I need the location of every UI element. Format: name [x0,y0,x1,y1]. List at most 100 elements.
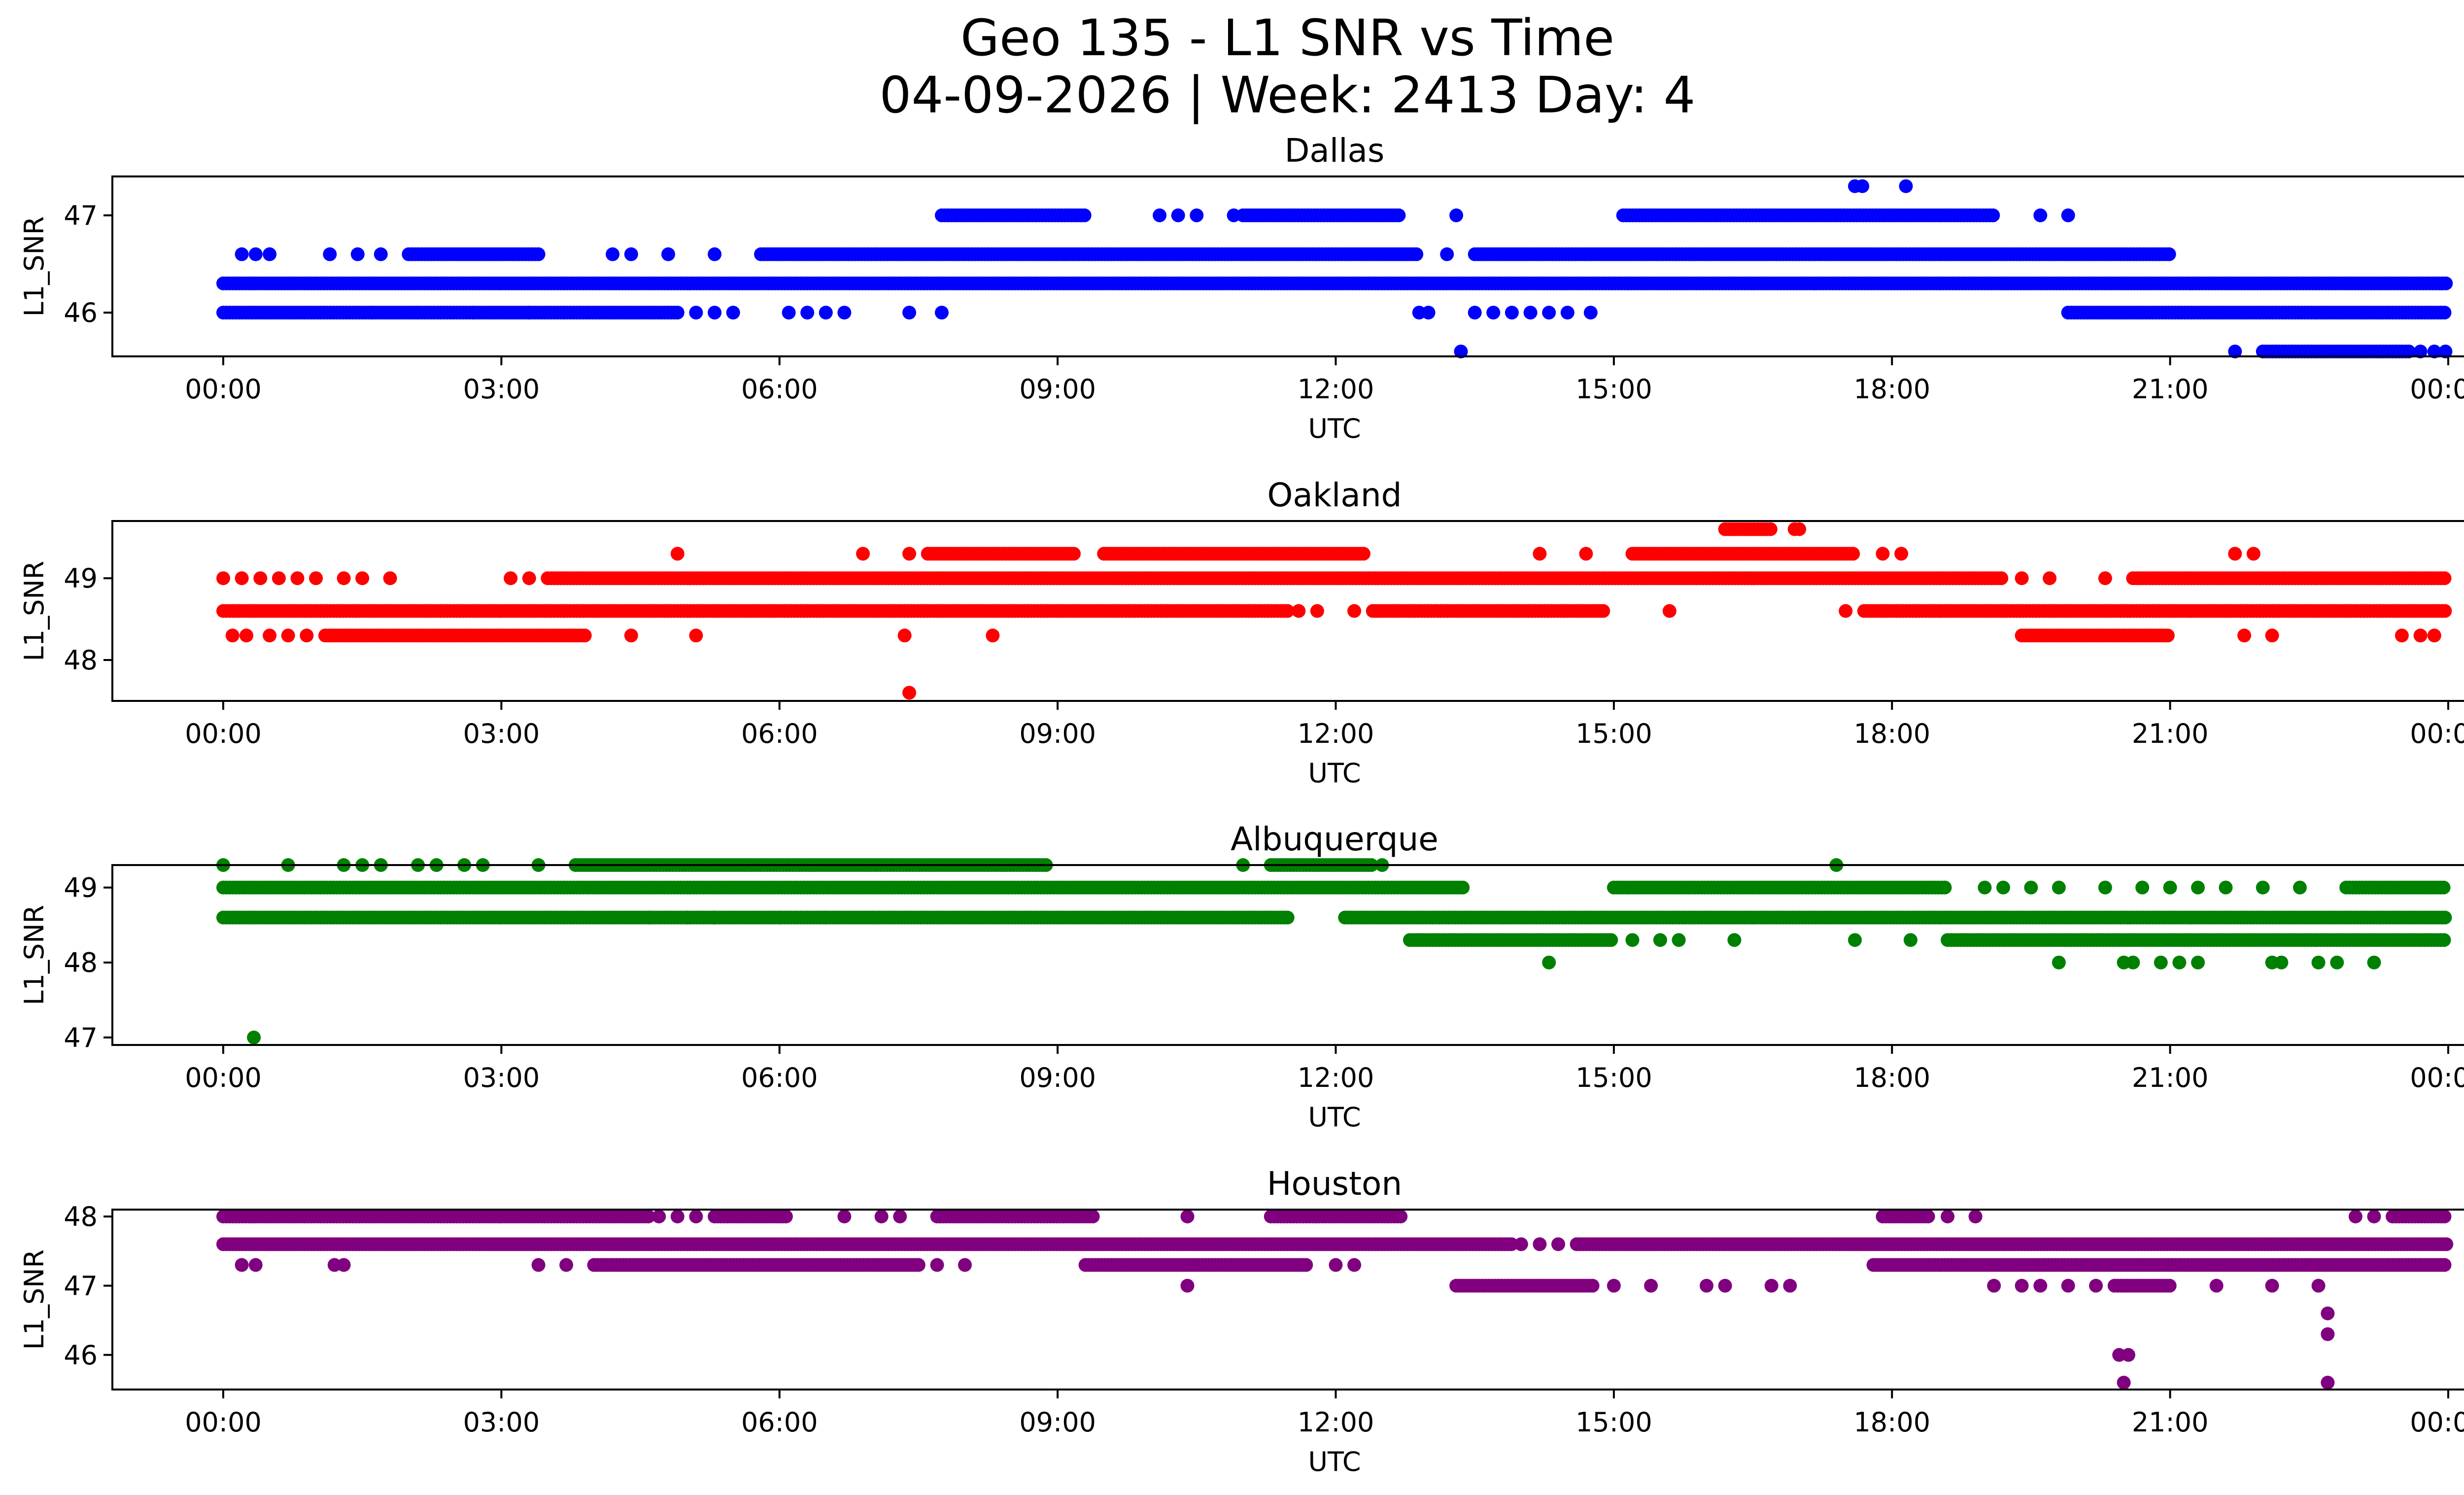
oakland-data-point [2237,628,2252,643]
dallas-data-point [365,306,378,320]
houston-title: Houston [1267,1165,1402,1203]
dallas-data-point [1468,306,1482,320]
dallas-data-point [323,247,337,261]
dallas-x-tick-label: 03:00 [463,374,540,405]
oakland-data-point [902,686,917,700]
oakland-data-point [1347,604,1362,618]
oakland-x-tick-label: 12:00 [1298,718,1374,749]
dallas-data-point [726,306,740,320]
albuquerque-data-point [1978,880,1992,895]
dallas-data-point [2439,277,2453,290]
dallas-y-tick-label: 46 [64,297,98,328]
oakland-data-point [1310,604,1324,618]
dallas-data-point [1190,208,1204,222]
oakland-x-tick-label: 00:00 [185,718,262,749]
oakland-data-point [1579,547,1593,561]
oakland-data-point [1067,547,1081,561]
oakland-x-tick-label: 09:00 [1019,718,1096,749]
dallas-x-tick-label: 15:00 [1575,374,1652,405]
albuquerque-x-tick-label: 06:00 [741,1062,818,1093]
dallas-data-point [1560,306,1574,320]
oakland-data-point [986,628,1000,643]
dallas-data-point [2162,247,2176,261]
oakland-data-point [856,547,870,561]
oakland-data-point [504,571,518,586]
dallas-data-point [2228,345,2242,359]
albuquerque-data-point [1938,880,1952,895]
dallas-data-point [837,306,852,320]
albuquerque-data-point [1280,910,1295,925]
albuquerque-x-tick-label: 21:00 [2132,1062,2209,1093]
oakland-data-point [1533,547,1547,561]
houston-points [216,1210,2454,1390]
dallas-x-tick-label: 18:00 [1853,374,1930,405]
oakland-data-point [670,547,684,561]
dallas-data-point [411,306,425,320]
dallas-data-point [1986,208,2000,222]
albuquerque-x-tick-label: 09:00 [1019,1062,1096,1093]
dallas-data-point [522,306,536,320]
dallas-x-tick-label: 09:00 [1019,374,1096,405]
oakland-y-axis-label: L1_SNR [19,561,50,661]
oakland-title: Oakland [1267,476,1402,514]
oakland-data-point [1596,604,1610,618]
albuquerque-data-point [2438,910,2452,925]
dallas-data-point [248,247,263,261]
dallas-data-point [531,247,546,261]
dallas-data-point [689,306,703,320]
dallas-x-tick-label: 21:00 [2132,374,2209,405]
albuquerque-x-tick-label: 03:00 [463,1062,540,1093]
dallas-data-point [819,306,833,320]
albuquerque-data-point [1604,933,1618,947]
oakland-data-point [624,628,638,643]
dallas-data-point [1486,306,1501,320]
dallas-x-tick-label: 00:00 [185,374,262,405]
oakland-data-point [1356,547,1370,561]
dallas-data-point [708,306,722,320]
albuquerque-data-point [247,1030,261,1044]
albuquerque-data-point [643,910,657,925]
dallas-x-tick-label: 00:00 [2410,374,2464,405]
oakland-data-point [2015,571,2029,586]
oakland-data-point [1994,571,2009,586]
dallas-data-point [2402,345,2416,359]
albuquerque-y-axis-label: L1_SNR [19,905,50,1006]
albuquerque-data-point [2024,880,2038,895]
albuquerque-y-tick-label: 48 [64,947,98,978]
dallas-data-point [1392,208,1406,222]
albuquerque-data-point [2219,880,2233,895]
oakland-data-point [2413,628,2428,643]
dallas-data-point [2413,345,2428,359]
dallas-data-point [1454,345,1468,359]
dallas-data-point [1542,306,1556,320]
albuquerque-data-point [1848,933,1862,947]
dallas-data-point [1449,208,1464,222]
albuquerque-data-point [2274,955,2289,970]
dallas-data-point [350,247,365,261]
oakland-data-point [309,571,323,586]
albuquerque-data-point [2436,880,2451,895]
dallas-y-tick-label: 47 [64,200,98,231]
albuquerque-data-point [708,910,722,925]
albuquerque-data-point [2191,955,2205,970]
oakland-data-point [522,571,536,586]
dallas-x-axis-label: UTC [1308,413,1361,444]
dallas-data-point [1523,306,1538,320]
oakland-data-point [689,628,703,643]
oakland-data-point [1839,604,1853,618]
oakland-data-point [2427,628,2441,643]
dallas-data-point [1505,306,1519,320]
albuquerque-data-point [2293,880,2307,895]
albuquerque-data-point [819,910,833,925]
oakland-data-point [2228,547,2242,561]
oakland-data-point [240,628,253,643]
oakland-data-point [383,571,397,586]
dallas-plot-frame [111,175,2464,357]
oakland-x-tick-label: 21:00 [2132,718,2209,749]
albuquerque-data-point [2135,880,2150,895]
albuquerque-data-point [1653,933,1667,947]
dallas-data-point [1440,247,1454,261]
